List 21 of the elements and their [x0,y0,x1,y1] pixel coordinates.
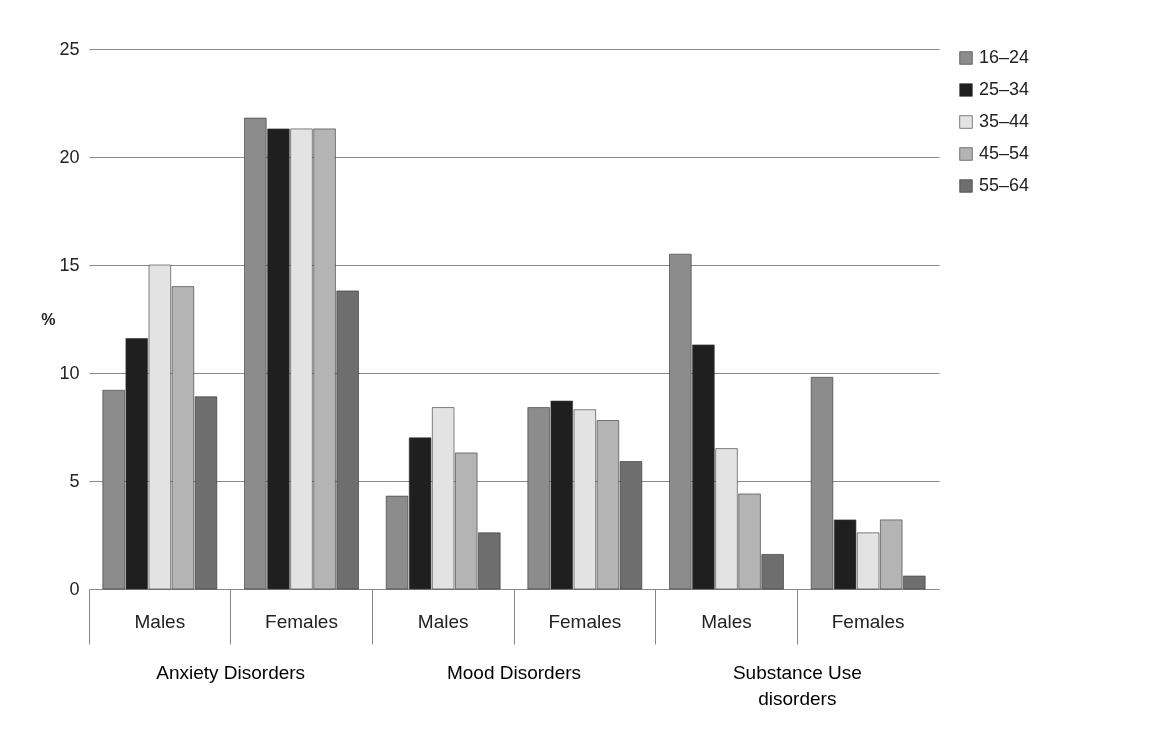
text: Anxiety Disorders [156,662,306,683]
x-tick-label: Females [831,610,905,632]
y-tick-label: 0 [69,578,80,599]
x-tick-label: Males [134,610,186,632]
x-tick-label: Males [701,610,752,632]
text: Mood Disorders [446,662,582,683]
y-tick-label: 5 [69,470,80,491]
x-tick-label: Females [548,610,622,632]
y-axis-title: % [41,310,56,328]
text: Substance Use disorders [732,662,862,709]
legend-label: 16–24 [979,47,1030,67]
legend-label: 35–44 [979,111,1030,131]
x-tick-label: Females [265,610,338,632]
y-tick-label: 25 [59,38,80,59]
x-tick-label: Males [417,610,469,632]
y-tick-label: 20 [59,146,80,167]
y-tick-label: 15 [59,254,80,275]
legend-label: 55–64 [979,175,1030,195]
legend-label: 45–54 [979,143,1030,163]
y-tick-label: 10 [59,362,80,383]
legend-label: 25–34 [979,79,1030,99]
